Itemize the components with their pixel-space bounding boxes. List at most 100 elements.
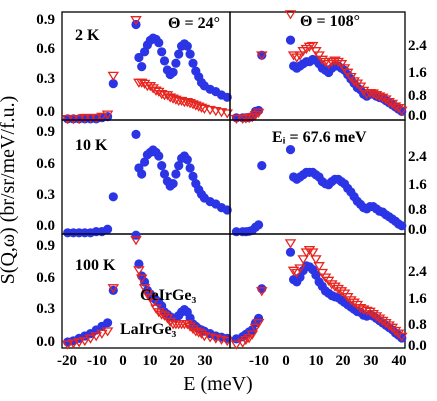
panel-annotation: LaIrGe₃ — [120, 321, 177, 338]
data-point-CeIrGe3 — [159, 169, 170, 179]
data-point-CeIrGe3 — [188, 58, 198, 68]
data-point-LaIrGe3 — [383, 97, 395, 108]
data-point-LaIrGe3 — [348, 77, 360, 87]
series-CeIrGe3 — [231, 145, 407, 237]
data-point-CeIrGe3 — [131, 230, 141, 240]
panel-annotation: 100 K — [75, 257, 116, 274]
y-tick-right: 0.8 — [408, 317, 427, 333]
data-point-LaIrGe3 — [332, 57, 344, 68]
panel-annotation: 2 K — [75, 27, 100, 44]
data-point-CeIrGe3 — [154, 38, 164, 48]
data-point-LaIrGe3 — [133, 266, 145, 276]
data-point-LaIrGe3 — [184, 322, 196, 332]
x-tick-left: 20 — [170, 353, 185, 369]
data-point-LaIrGe3 — [96, 329, 108, 339]
data-point-LaIrGe3 — [319, 57, 332, 68]
data-point-CeIrGe3 — [174, 49, 184, 59]
x-tick-left: -20 — [57, 353, 77, 369]
data-point-CeIrGe3 — [185, 163, 195, 173]
data-point-LaIrGe3 — [230, 114, 243, 125]
data-point-LaIrGe3 — [67, 114, 80, 125]
data-point-LaIrGe3 — [383, 321, 395, 331]
data-point-LaIrGe3 — [73, 338, 85, 348]
data-point-LaIrGe3 — [332, 284, 344, 295]
data-point-LaIrGe3 — [61, 114, 74, 125]
data-point-CeIrGe3 — [174, 161, 184, 171]
data-point-LaIrGe3 — [195, 329, 208, 339]
series-LaIrGe3 — [230, 239, 408, 350]
y-tick-left: 0.9 — [36, 12, 55, 28]
x-tick-right: 30 — [364, 353, 379, 369]
panel-annotation: Θ = 108° — [300, 13, 360, 30]
y-tick-right: 2.4 — [408, 149, 427, 165]
y-tick-left: 0.6 — [36, 270, 55, 286]
data-point-LaIrGe3 — [364, 307, 376, 317]
data-point-CeIrGe3 — [171, 58, 181, 68]
data-point-LaIrGe3 — [135, 274, 148, 284]
data-point-CeIrGe3 — [131, 129, 141, 139]
data-point-LaIrGe3 — [303, 246, 316, 256]
data-point-LaIrGe3 — [367, 309, 379, 320]
x-tick-right: 10 — [309, 353, 324, 369]
data-point-LaIrGe3 — [249, 323, 262, 333]
data-point-CeIrGe3 — [182, 155, 192, 165]
data-point-CeIrGe3 — [285, 35, 296, 45]
data-point-LaIrGe3 — [306, 248, 319, 258]
data-point-LaIrGe3 — [79, 336, 91, 347]
data-point-CeIrGe3 — [103, 224, 113, 234]
data-point-CeIrGe3 — [182, 41, 192, 51]
y-tick-left: 0.9 — [36, 238, 55, 254]
series-CeIrGe3 — [63, 129, 232, 238]
data-point-LaIrGe3 — [284, 10, 297, 20]
data-point-CeIrGe3 — [397, 221, 407, 231]
data-point-LaIrGe3 — [101, 110, 114, 120]
panel-1-right: Eᵢ = 67.6 meV — [229, 119, 407, 237]
x-tick-left: 30 — [198, 353, 213, 369]
y-tick-left: 0.9 — [36, 124, 55, 140]
data-point-CeIrGe3 — [137, 62, 147, 72]
data-point-LaIrGe3 — [79, 113, 91, 124]
data-point-CeIrGe3 — [171, 169, 181, 179]
data-point-LaIrGe3 — [246, 330, 259, 340]
data-point-LaIrGe3 — [335, 287, 348, 297]
y-tick-right: 0.8 — [408, 202, 427, 218]
y-tick-left: 0.0 — [36, 104, 55, 120]
y-tick-right: 2.4 — [408, 264, 427, 280]
y-tick-left: 0.3 — [36, 71, 55, 87]
panel-annotation: 10 K — [75, 137, 108, 154]
x-tick-right: 0 — [282, 353, 290, 369]
series-CeIrGe3 — [231, 247, 407, 344]
y-tick-left: 0.6 — [36, 156, 55, 172]
data-point-LaIrGe3 — [396, 106, 408, 116]
data-point-CeIrGe3 — [168, 179, 178, 189]
y-tick-right: 0.0 — [408, 338, 427, 354]
data-point-CeIrGe3 — [168, 67, 178, 77]
data-point-LaIrGe3 — [326, 280, 338, 290]
data-point-LaIrGe3 — [256, 287, 268, 297]
panel-annotation: CeIrGe₃ — [140, 287, 197, 304]
panels-layer: 2 K Θ = 24° Θ = 108° 10 K Eᵢ = 67.6 meV 100 K… — [61, 10, 408, 350]
data-point-CeIrGe3 — [108, 192, 118, 202]
y-tick-left: 0.0 — [36, 218, 55, 234]
y-tick-left: 0.3 — [36, 301, 55, 317]
data-point-LaIrGe3 — [380, 319, 392, 329]
x-tick-left: 10 — [143, 353, 158, 369]
data-point-CeIrGe3 — [157, 47, 167, 57]
data-point-CeIrGe3 — [257, 50, 267, 60]
y-tick-left: 0.6 — [36, 41, 55, 57]
data-point-LaIrGe3 — [243, 113, 255, 124]
x-tick-right: 40 — [392, 353, 407, 369]
panel-annotation: Θ = 24° — [168, 15, 220, 32]
x-axis-label: E (meV) — [183, 373, 252, 395]
data-point-LaIrGe3 — [230, 340, 243, 350]
data-point-LaIrGe3 — [345, 296, 357, 306]
panel-2-left: 100 K CeIrGe₃ LaIrGe₃ — [61, 230, 233, 350]
panel-0-left: 2 K Θ = 24° — [61, 11, 233, 125]
data-point-LaIrGe3 — [310, 255, 322, 265]
data-point-LaIrGe3 — [144, 82, 157, 92]
data-point-CeIrGe3 — [257, 161, 267, 171]
data-point-LaIrGe3 — [303, 42, 316, 52]
y-tick-left: 0.3 — [36, 187, 55, 203]
panel-0-right: Θ = 108° — [229, 10, 408, 125]
tick-labels-layer: 0.9 0.6 0.3 0.0 0.9 0.6 0.3 0.0 0.9 0.6 … — [36, 12, 427, 369]
